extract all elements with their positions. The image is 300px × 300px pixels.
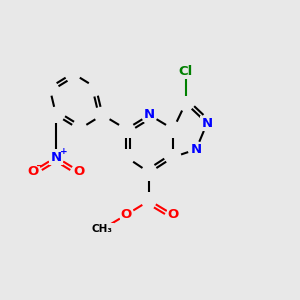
Text: N: N <box>202 117 213 130</box>
Text: N: N <box>190 143 202 156</box>
Text: O: O <box>168 208 179 221</box>
Text: N: N <box>50 151 62 164</box>
Text: O: O <box>27 165 38 178</box>
Text: CH₃: CH₃ <box>92 224 113 234</box>
Text: +: + <box>60 147 67 156</box>
Text: N: N <box>144 108 155 122</box>
Text: −: − <box>36 160 44 170</box>
Text: O: O <box>74 165 85 178</box>
Text: O: O <box>121 208 132 221</box>
Text: Cl: Cl <box>178 65 193 78</box>
